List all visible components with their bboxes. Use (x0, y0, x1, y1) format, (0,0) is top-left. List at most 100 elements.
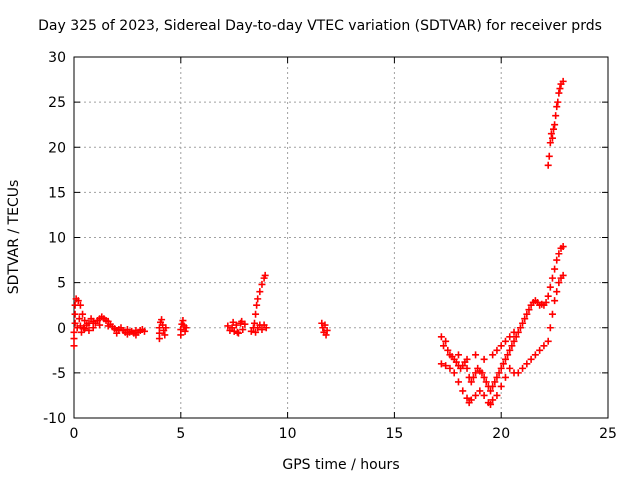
data-point (493, 373, 501, 381)
y-tick-label: 15 (48, 185, 66, 201)
data-point (437, 333, 445, 341)
data-point (497, 342, 505, 350)
data-point (552, 112, 560, 120)
x-tick-label: 25 (599, 426, 617, 442)
data-point (74, 297, 82, 305)
series-dip-19h-a (437, 243, 567, 395)
data-point (476, 387, 484, 395)
y-tick-label: 25 (48, 95, 66, 111)
data-point (437, 360, 445, 368)
series-high-22h (544, 77, 567, 169)
data-point (76, 301, 84, 309)
data-point (177, 326, 185, 334)
data-point (467, 396, 475, 404)
data-point (140, 327, 148, 335)
y-tick-label: -5 (52, 366, 66, 382)
data-point (250, 319, 258, 327)
data-point (85, 319, 93, 327)
x-tick-label: 20 (492, 426, 510, 442)
data-point (71, 319, 79, 327)
data-point (551, 297, 559, 305)
data-point (234, 329, 242, 337)
series-dip-19h-b (437, 271, 567, 408)
data-point (323, 326, 331, 334)
data-point (547, 130, 555, 138)
data-point (516, 324, 524, 332)
data-point (506, 333, 514, 341)
data-point (546, 139, 554, 147)
data-point (508, 342, 516, 350)
data-point (506, 346, 514, 354)
data-point (254, 295, 262, 303)
data-point (442, 337, 450, 345)
data-point (472, 351, 480, 359)
data-point (472, 369, 480, 377)
data-point (258, 280, 266, 288)
data-point (548, 310, 556, 318)
data-point (450, 369, 458, 377)
data-point (544, 292, 552, 300)
series-start-cluster (70, 295, 148, 350)
data-point (497, 382, 505, 390)
x-axis-label: GPS time / hours (282, 457, 400, 473)
data-point (480, 355, 488, 363)
data-point (556, 85, 564, 93)
data-point (493, 391, 501, 399)
data-point (70, 328, 78, 336)
data-point (495, 369, 503, 377)
data-point (491, 378, 499, 386)
data-point (444, 346, 452, 354)
data-point (230, 327, 238, 335)
data-point (89, 324, 97, 332)
data-point (559, 271, 567, 279)
data-point (322, 331, 330, 339)
series-cluster-12h (318, 319, 331, 339)
axis-ticks: 0 5 10 15 20 25 -10 -5 0 5 10 15 20 25 30 (43, 50, 617, 442)
data-point (472, 391, 480, 399)
data-point (321, 321, 329, 329)
data-point (252, 310, 260, 318)
data-point (540, 342, 548, 350)
data-point (506, 364, 514, 372)
data-point (555, 250, 563, 258)
data-point (559, 243, 567, 251)
data-point (553, 256, 561, 264)
data-point (519, 364, 527, 372)
x-tick-label: 0 (70, 426, 79, 442)
data-point (497, 364, 505, 372)
y-tick-label: -10 (43, 411, 66, 427)
data-point (546, 324, 554, 332)
data-point (501, 355, 509, 363)
data-point (440, 342, 448, 350)
data-point (510, 328, 518, 336)
data-point (446, 364, 454, 372)
data-point (525, 306, 533, 314)
y-tick-label: 5 (57, 276, 66, 292)
data-point (247, 327, 255, 335)
y-tick-label: 20 (48, 140, 66, 156)
data-point (81, 325, 89, 333)
data-point (493, 346, 501, 354)
data-point (239, 326, 247, 334)
data-point (253, 301, 261, 309)
data-point (489, 382, 497, 390)
data-point (531, 351, 539, 359)
data-point (442, 362, 450, 370)
data-point (546, 283, 554, 291)
x-tick-label: 15 (385, 426, 403, 442)
data-point (551, 265, 559, 273)
data-point (113, 329, 121, 337)
data-point (463, 394, 471, 402)
series-cluster-5h (177, 317, 190, 339)
data-point (504, 351, 512, 359)
data-point (463, 355, 471, 363)
y-tick-label: 30 (48, 50, 66, 66)
data-point (555, 279, 563, 287)
data-point (544, 161, 552, 169)
data-point (261, 271, 269, 279)
data-points (70, 77, 567, 408)
series-cluster-7.5h (224, 317, 249, 337)
data-point (85, 326, 93, 334)
data-point (132, 326, 140, 334)
